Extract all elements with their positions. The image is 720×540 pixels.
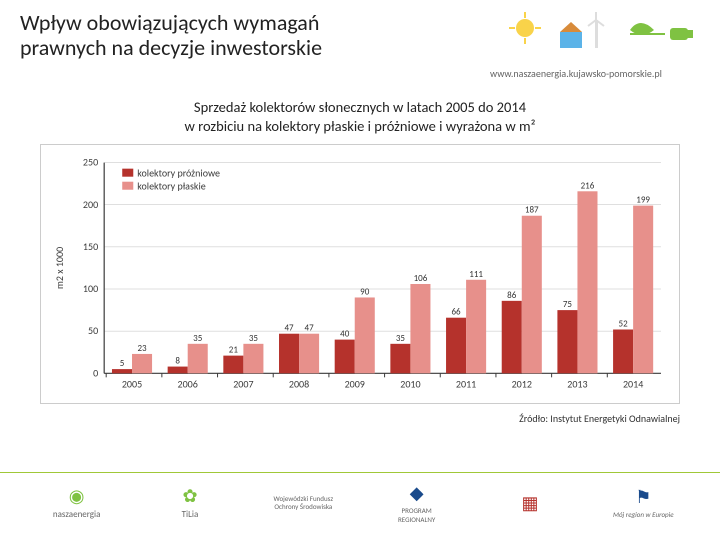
logo-kujawsko: ▦ <box>485 483 575 523</box>
svg-text:m2 x 1000: m2 x 1000 <box>53 247 66 289</box>
svg-text:52: 52 <box>619 318 629 329</box>
logo-wfos: Wojewódzki FunduszOchrony Środowiska <box>258 483 348 523</box>
svg-text:111: 111 <box>469 268 483 279</box>
svg-text:8: 8 <box>175 355 180 366</box>
svg-text:2008: 2008 <box>289 377 309 390</box>
svg-text:150: 150 <box>83 240 98 253</box>
svg-text:66: 66 <box>451 306 461 317</box>
svg-text:50: 50 <box>88 324 98 337</box>
svg-text:2012: 2012 <box>512 377 532 390</box>
svg-text:86: 86 <box>507 290 517 301</box>
svg-text:40: 40 <box>340 328 350 339</box>
header-illustration: www.naszaenergia.kujawsko-pomorskie.pl <box>490 10 700 80</box>
svg-text:199: 199 <box>636 194 650 205</box>
chart-container: 0 50 100 150 200 250 m2 x 1000 5 23 2005 8 35 2006 21… <box>40 144 680 404</box>
svg-text:47: 47 <box>305 322 315 333</box>
svg-text:kolektory płaskie: kolektory płaskie <box>137 179 205 192</box>
svg-text:2011: 2011 <box>456 377 476 390</box>
svg-text:47: 47 <box>284 322 294 333</box>
svg-text:250: 250 <box>83 155 98 168</box>
bar-chart: 0 50 100 150 200 250 m2 x 1000 5 23 2005 8 35 2006 21… <box>49 151 671 399</box>
svg-text:187: 187 <box>525 204 539 215</box>
logo-eu: ⚑Mój region w Europie <box>598 483 688 523</box>
source-citation: Źródło: Instytut Energetyki Odnawialnej <box>0 412 680 425</box>
chart-subtitle-line1: Sprzedaż kolektorów słonecznych w latach… <box>40 98 680 117</box>
chart-subtitle-line2: w rozbiciu na kolektory płaskie i próżni… <box>40 117 680 136</box>
svg-text:2005: 2005 <box>122 377 142 390</box>
page-title-line2: prawnych na decyzje inwestorskie <box>20 35 490 60</box>
svg-text:35: 35 <box>249 332 259 343</box>
logo-program-regionalny: ◆PROGRAMREGIONALNY <box>372 483 462 523</box>
svg-text:2013: 2013 <box>567 377 587 390</box>
svg-text:35: 35 <box>193 332 203 343</box>
logo-naszaenergia: ◉naszaenergia <box>32 483 122 523</box>
svg-text:2007: 2007 <box>233 377 253 390</box>
svg-text:216: 216 <box>581 180 595 191</box>
svg-text:2010: 2010 <box>400 377 420 390</box>
page-title-line1: Wpływ obowiązujących wymagań <box>20 10 490 35</box>
svg-text:90: 90 <box>360 286 370 297</box>
header-url: www.naszaenergia.kujawsko-pomorskie.pl <box>490 67 662 80</box>
svg-text:0: 0 <box>93 366 98 379</box>
svg-text:100: 100 <box>83 282 98 295</box>
svg-text:kolektory próżniowe: kolektory próżniowe <box>137 166 220 179</box>
svg-text:2006: 2006 <box>178 377 198 390</box>
svg-text:2009: 2009 <box>345 377 365 390</box>
svg-text:21: 21 <box>229 344 239 355</box>
footer-logos: ◉naszaenergia ✿TiLia Wojewódzki FunduszO… <box>0 472 720 532</box>
svg-text:35: 35 <box>396 332 406 343</box>
svg-text:2014: 2014 <box>623 377 643 390</box>
svg-text:75: 75 <box>563 299 573 310</box>
svg-text:106: 106 <box>414 273 428 284</box>
logo-tilia: ✿TiLia <box>145 483 235 523</box>
svg-text:200: 200 <box>83 197 98 210</box>
svg-text:23: 23 <box>137 343 147 354</box>
svg-text:5: 5 <box>120 358 125 369</box>
